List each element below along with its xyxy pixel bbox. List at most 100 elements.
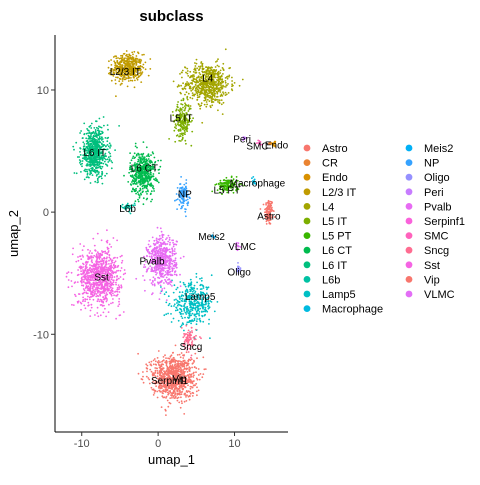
point xyxy=(71,304,73,306)
point xyxy=(189,97,191,99)
point xyxy=(179,183,181,185)
point xyxy=(124,269,126,271)
point xyxy=(84,143,86,145)
point xyxy=(105,267,107,269)
point xyxy=(188,84,190,86)
point xyxy=(209,90,211,92)
point xyxy=(90,292,92,294)
point xyxy=(179,73,181,75)
point xyxy=(90,182,92,184)
point xyxy=(94,181,96,183)
point xyxy=(105,163,107,165)
point xyxy=(120,84,122,86)
point xyxy=(86,271,88,273)
point xyxy=(218,81,220,83)
point xyxy=(89,250,91,252)
point xyxy=(106,137,108,139)
point xyxy=(218,84,220,86)
point xyxy=(101,174,103,176)
point xyxy=(113,272,115,274)
point xyxy=(127,86,129,88)
point xyxy=(221,78,223,80)
point xyxy=(218,66,220,68)
point xyxy=(231,77,233,79)
point xyxy=(217,101,219,103)
point xyxy=(168,278,170,280)
point xyxy=(199,318,201,320)
point xyxy=(91,284,93,286)
point xyxy=(194,86,196,88)
point xyxy=(216,91,218,93)
point xyxy=(185,186,187,188)
point xyxy=(101,258,103,260)
point xyxy=(96,312,98,314)
point xyxy=(147,189,149,191)
point xyxy=(110,246,112,248)
point xyxy=(170,275,172,277)
point xyxy=(231,80,233,82)
point xyxy=(165,274,167,276)
point xyxy=(106,242,108,244)
point xyxy=(209,86,211,88)
point xyxy=(126,54,128,56)
point xyxy=(98,299,100,301)
point xyxy=(82,256,84,258)
point xyxy=(122,60,124,62)
point xyxy=(181,295,183,297)
point xyxy=(225,94,227,96)
point xyxy=(109,265,111,267)
point xyxy=(145,247,147,249)
point xyxy=(108,60,110,62)
point xyxy=(113,257,115,259)
point xyxy=(174,271,176,273)
point xyxy=(181,100,183,102)
point xyxy=(77,269,79,271)
point xyxy=(138,373,140,375)
point xyxy=(132,189,134,191)
point xyxy=(214,83,216,85)
point xyxy=(164,287,166,289)
point xyxy=(180,128,182,130)
point xyxy=(108,263,110,265)
point xyxy=(72,253,74,255)
point xyxy=(182,313,184,315)
point xyxy=(116,60,118,62)
point xyxy=(93,127,95,129)
point xyxy=(215,81,217,83)
point xyxy=(102,261,104,263)
point xyxy=(180,176,182,178)
point xyxy=(124,57,126,59)
point xyxy=(166,272,168,274)
point xyxy=(79,293,81,295)
point xyxy=(142,175,144,177)
point xyxy=(207,67,209,69)
point xyxy=(162,239,164,241)
point xyxy=(183,200,185,202)
point xyxy=(215,70,217,72)
point xyxy=(268,201,270,203)
point xyxy=(80,171,82,173)
point xyxy=(108,268,110,270)
point xyxy=(204,314,206,316)
point xyxy=(90,296,92,298)
point xyxy=(181,310,183,312)
point xyxy=(232,85,234,87)
point xyxy=(147,269,149,271)
point xyxy=(112,298,114,300)
point xyxy=(103,145,105,147)
point xyxy=(186,311,188,313)
point xyxy=(184,140,186,142)
point xyxy=(171,267,173,269)
point xyxy=(174,274,176,276)
point xyxy=(160,227,162,229)
point xyxy=(103,257,105,259)
point xyxy=(196,82,198,84)
point xyxy=(157,160,159,162)
point xyxy=(109,142,111,144)
point xyxy=(203,311,205,313)
point xyxy=(72,146,74,148)
point xyxy=(157,281,159,283)
point xyxy=(145,177,147,179)
point xyxy=(128,80,130,82)
